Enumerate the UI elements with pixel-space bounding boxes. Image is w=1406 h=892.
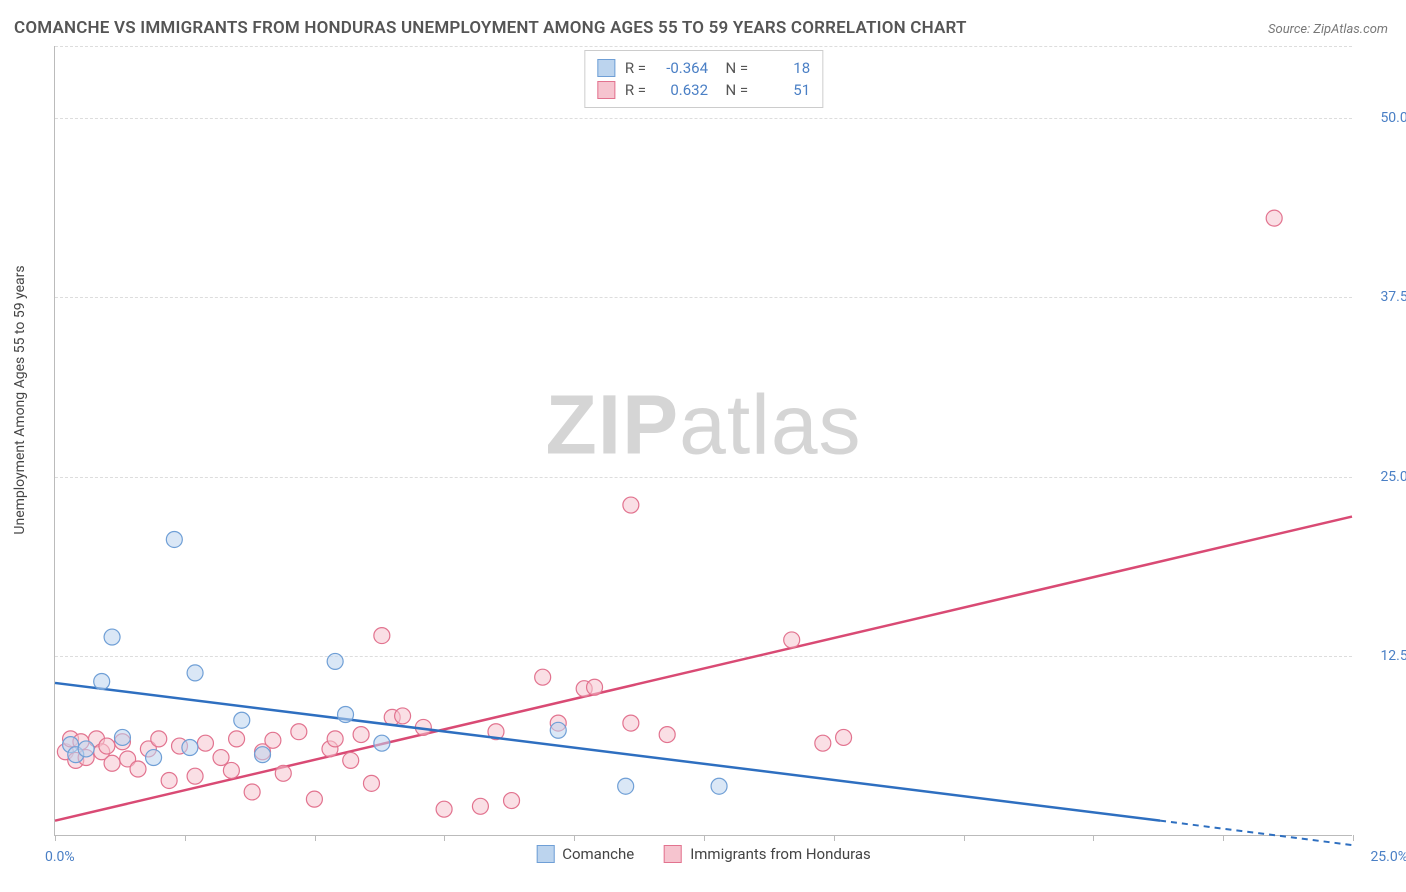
y-tick-label: 12.5% [1380, 648, 1406, 664]
x-tick-first: 0.0% [45, 849, 75, 865]
stat-r-value-0: -0.364 [656, 59, 708, 77]
swatch-honduras-bottom [664, 845, 682, 863]
x-tick-last: 25.0% [1370, 849, 1406, 865]
stat-n-value-1: 51 [758, 81, 810, 99]
y-axis-label: Unemployment Among Ages 55 to 59 years [12, 265, 28, 534]
y-tick-label: 50.0% [1380, 110, 1406, 126]
stat-n-value-0: 18 [758, 59, 810, 77]
swatch-comanche [597, 59, 615, 77]
bottom-legend-label-1: Immigrants from Honduras [690, 845, 871, 863]
y-tick-label: 37.5% [1380, 289, 1406, 305]
stat-r-label: R = [625, 81, 646, 99]
bottom-legend-label-0: Comanche [562, 845, 634, 863]
y-tick-label: 25.0% [1380, 469, 1406, 485]
stat-n-label: N = [718, 81, 748, 99]
bottom-legend-item-1: Immigrants from Honduras [664, 845, 871, 863]
plot-area: ZIPatlas 12.5%25.0%37.5%50.0% R = -0.364… [54, 46, 1352, 836]
correlation-chart: COMANCHE VS IMMIGRANTS FROM HONDURAS UNE… [0, 0, 1406, 892]
bottom-legend: Comanche Immigrants from Honduras [536, 845, 871, 863]
source-attribution: Source: ZipAtlas.com [1268, 22, 1388, 37]
swatch-comanche-bottom [536, 845, 554, 863]
bottom-legend-item-0: Comanche [536, 845, 634, 863]
chart-title: COMANCHE VS IMMIGRANTS FROM HONDURAS UNE… [14, 18, 967, 38]
plot-svg [55, 46, 1352, 835]
stat-r-value-1: 0.632 [656, 81, 708, 99]
legend-stats-row-1: R = 0.632 N = 51 [597, 79, 810, 101]
legend-stats-box: R = -0.364 N = 18 R = 0.632 N = 51 [584, 50, 823, 108]
legend-stats-row-0: R = -0.364 N = 18 [597, 57, 810, 79]
swatch-honduras [597, 81, 615, 99]
stat-r-label: R = [625, 59, 646, 77]
stat-n-label: N = [718, 59, 748, 77]
